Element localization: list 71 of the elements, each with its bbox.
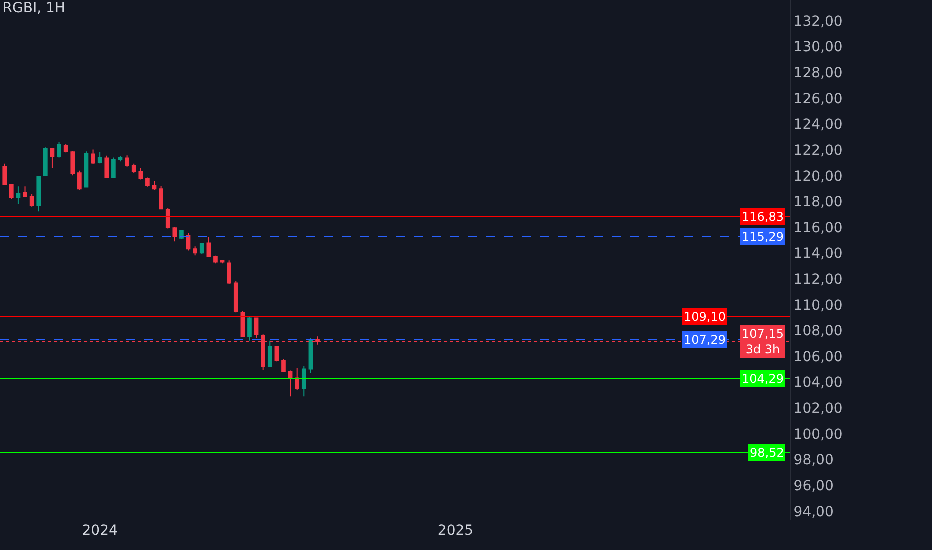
candlestick — [193, 246, 198, 256]
candlestick — [166, 208, 170, 230]
candlestick — [200, 242, 204, 254]
candlestick — [64, 144, 68, 154]
candlestick — [112, 157, 116, 179]
candlestick — [9, 184, 14, 200]
y-tick-label: 128,00 — [794, 66, 843, 82]
candlestick — [146, 177, 150, 188]
candlestick — [23, 186, 28, 198]
y-tick-label: 116,00 — [794, 220, 843, 236]
x-tick-label: 2025 — [438, 523, 474, 539]
candlestick — [159, 186, 164, 210]
candlestick — [248, 316, 252, 342]
candlestick — [98, 152, 102, 164]
candlestick — [206, 236, 212, 258]
candlestick — [36, 176, 42, 212]
y-tick-label: 102,00 — [794, 401, 843, 418]
candlestick — [254, 317, 259, 339]
candlestick — [44, 147, 48, 176]
y-tick-label: 96,00 — [794, 478, 834, 494]
candlestick — [118, 156, 123, 162]
y-tick-label: 132,00 — [794, 14, 843, 30]
y-tick-label: 126,00 — [794, 91, 843, 108]
candlestick — [78, 170, 82, 191]
candlestick — [30, 194, 34, 208]
y-tick-label: 130,00 — [794, 40, 843, 56]
candlestick — [308, 338, 314, 374]
ref-line-label: 98,52 — [750, 446, 784, 460]
candlestick — [70, 150, 76, 176]
y-tick-label: 110,00 — [794, 298, 843, 314]
y-tick-label: 106,00 — [794, 349, 843, 366]
candlestick — [50, 148, 55, 169]
candlestick — [172, 226, 178, 242]
ref-line-label: 107,29 — [684, 333, 726, 347]
chart-title: RGBI, 1H — [2, 0, 66, 17]
candlestick — [274, 346, 280, 362]
candlestick — [132, 163, 136, 174]
candlestick — [2, 163, 8, 186]
candlestick — [214, 255, 218, 264]
candlestick — [84, 151, 89, 188]
y-tick-label: 114,00 — [794, 246, 843, 262]
candlestick — [152, 181, 157, 191]
ref-line-label: 109,10 — [684, 310, 726, 324]
y-tick-label: 98,00 — [794, 452, 834, 469]
ref-line-label: 115,29 — [742, 230, 784, 244]
candlestick — [268, 340, 272, 368]
y-tick-label: 118,00 — [794, 194, 843, 211]
y-tick-label: 124,00 — [794, 117, 843, 134]
candlestick — [295, 368, 300, 391]
candlestick — [57, 142, 62, 158]
y-tick-label: 108,00 — [794, 324, 843, 340]
y-tick-label: 104,00 — [794, 375, 843, 392]
candlestick — [125, 155, 130, 168]
candlestick — [138, 168, 144, 180]
y-tick-label: 94,00 — [794, 504, 834, 520]
candlestick — [288, 370, 293, 398]
y-tick-label: 112,00 — [794, 272, 843, 288]
candlestick — [16, 186, 21, 205]
ref-line-label: 104,29 — [742, 372, 784, 386]
candlestick — [302, 365, 306, 398]
candlestick — [234, 280, 238, 314]
y-tick-label: 122,00 — [794, 142, 843, 159]
candlestick — [227, 260, 232, 285]
candlestick — [91, 149, 96, 165]
candlestick — [282, 358, 286, 372]
candlestick — [104, 155, 110, 179]
x-tick-label: 2024 — [82, 523, 118, 539]
ref-line-label: 107,15 3d 3h — [742, 327, 784, 357]
y-tick-label: 120,00 — [794, 168, 843, 185]
y-tick-label: 100,00 — [794, 426, 843, 443]
ref-line-label: 116,83 — [742, 210, 784, 224]
